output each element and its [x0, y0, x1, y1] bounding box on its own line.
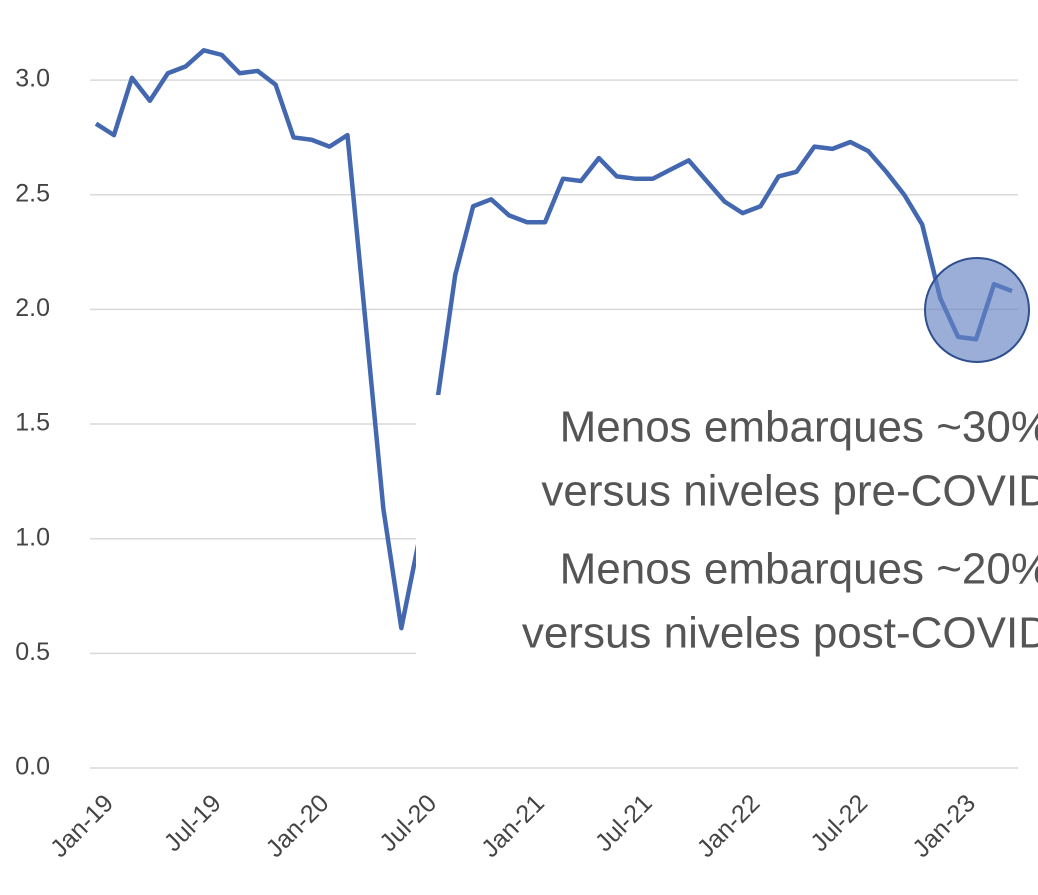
x-tick-label: Jan-22	[692, 789, 766, 863]
x-tick-label: Jan-19	[45, 789, 119, 863]
x-tick-label: Jul-19	[159, 789, 227, 857]
x-tick-label: Jan-23	[907, 789, 981, 863]
annotation: versus niveles post-COVID	[522, 609, 1038, 658]
y-tick-label: 2.5	[15, 179, 50, 207]
annotation: versus niveles pre-COVID	[541, 467, 1038, 516]
x-tick-label: Jan-20	[261, 789, 335, 863]
x-tick-label: Jul-21	[590, 789, 658, 857]
annotation: Menos embarques ~20%	[560, 545, 1038, 594]
x-tick-label: Jul-22	[805, 789, 873, 857]
y-tick-label: 1.5	[15, 409, 50, 437]
annotation-backdrop	[416, 395, 1038, 685]
data-line	[94, 48, 1013, 631]
annotation: Menos embarques ~30%	[560, 403, 1038, 452]
x-tick-label: Jan-21	[476, 789, 550, 863]
x-tick-label: Jul-20	[374, 789, 442, 857]
highlight-circle	[924, 257, 1030, 363]
y-tick-label: 2.0	[15, 294, 50, 322]
y-tick-label: 0.0	[15, 753, 50, 781]
y-tick-label: 0.5	[15, 638, 50, 666]
y-tick-label: 3.0	[15, 65, 50, 93]
y-tick-label: 1.0	[15, 523, 50, 551]
